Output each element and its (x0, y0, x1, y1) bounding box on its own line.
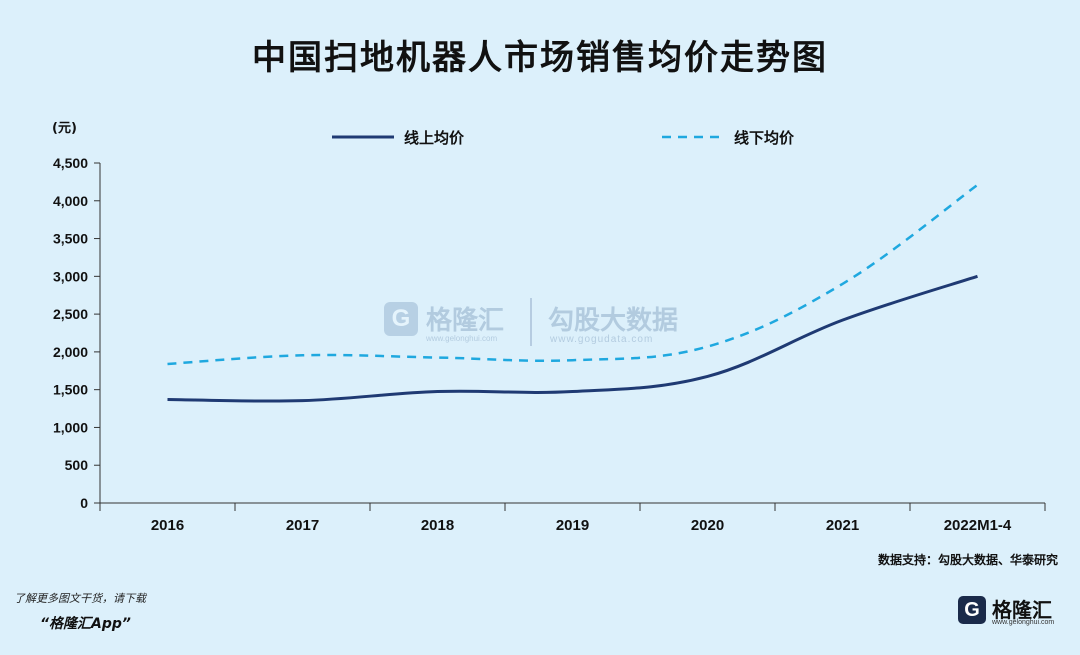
series-line-2 (167, 183, 979, 366)
y-tick-label: 2,500 (53, 306, 88, 322)
y-tick-label: 1,000 (53, 419, 88, 435)
x-tick-label: 2019 (556, 517, 589, 534)
y-tick-label: 0 (80, 495, 88, 511)
brand-logo[interactable]: G 格隆汇 www.gelonghui.com (958, 594, 1068, 630)
watermark-logo: G 格隆汇 www.gelonghui.com (384, 298, 529, 348)
y-tick-label: 1,500 (53, 382, 88, 398)
watermark-divider (530, 298, 532, 346)
series-lines (167, 183, 979, 403)
y-tick-label: 3,000 (53, 268, 88, 284)
y-tick-label: 500 (65, 457, 89, 473)
series-line-1 (167, 274, 978, 403)
legend: 线上均价 线下均价 (332, 129, 795, 147)
y-tick-label: 4,500 (53, 155, 88, 171)
watermark-data: 勾股大数据 www.gogudata.com (548, 298, 698, 348)
axes (99, 163, 1046, 511)
data-source: 数据支持：勾股大数据、华泰研究 (877, 553, 1058, 567)
y-tick-label: 3,500 (53, 231, 88, 247)
legend-label-2: 线下均价 (734, 129, 795, 147)
x-tick-label: 2017 (286, 517, 319, 534)
gelonghui-logo-icon: G (384, 302, 418, 336)
brand-url: www.gelonghui.com (992, 619, 1055, 626)
legend-label-1: 线上均价 (404, 129, 465, 147)
x-tick-label: 2020 (691, 517, 724, 534)
y-axis-label: (元) (52, 121, 77, 136)
x-tick-labels: 2016 2017 2018 2019 2020 2021 2022M1-4 (151, 517, 1012, 534)
y-tick-label: 2,000 (53, 344, 88, 360)
x-tick-label: 2016 (151, 517, 184, 534)
chart-title: 中国扫地机器人市场销售均价走势图 (252, 38, 828, 78)
watermark-data-url: www.gogudata.com (550, 334, 654, 345)
x-tick-label: 2022M1-4 (944, 517, 1012, 534)
footer-app-name: “格隆汇App” (40, 616, 131, 632)
watermark-data-name: 勾股大数据 (548, 306, 679, 336)
x-tick-label: 2021 (826, 517, 859, 534)
watermark-logo-name: 格隆汇 (426, 306, 505, 336)
y-tick-label: 4,000 (53, 193, 88, 209)
brand-name: 格隆汇 (992, 598, 1052, 622)
x-tick-label: 2018 (421, 517, 454, 534)
y-ticks: 0 500 1,000 1,500 2,000 2,500 3,000 3,500 4,000 4… (53, 155, 100, 511)
watermark-logo-url: www.gelonghui.com (426, 334, 498, 343)
gelonghui-icon: G (958, 596, 986, 624)
footer-note: 了解更多图文干货，请下载 (14, 592, 146, 605)
